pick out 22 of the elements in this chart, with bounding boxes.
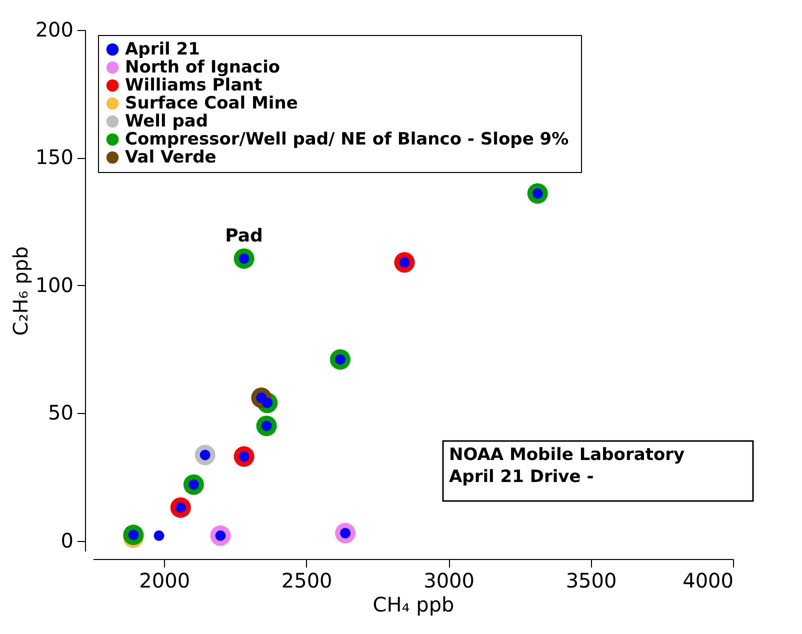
legend-label: Surface Coal Mine (125, 94, 298, 114)
y-tick-label: 200 (35, 18, 74, 42)
legend-label: Val Verde (125, 148, 216, 168)
y-tick-label: 0 (60, 528, 74, 552)
legend-label: April 21 (125, 40, 200, 60)
legend-label: Well pad (125, 112, 208, 132)
legend-label: Compressor/Well pad/ NE of Blanco - Slope 9% (125, 130, 569, 150)
y-tick-label: 100 (35, 272, 74, 297)
x-tick-label: 2500 (281, 568, 332, 592)
x-tick-label: 3000 (424, 568, 475, 592)
x-axis-title: CH₄ ppb (372, 592, 454, 616)
legend-label: Williams Plant (125, 76, 262, 96)
x-tick-label: 3500 (566, 568, 617, 592)
x-tick-label: 2000 (139, 568, 190, 592)
annotation: NOAA Mobile Laboratory April 21 Drive - (449, 445, 685, 487)
y-tick-label: 150 (35, 145, 74, 170)
x-tick-label: 4000 (682, 568, 734, 592)
annotation: Pad (225, 226, 263, 247)
y-axis-title: C₂H₆ ppb (8, 246, 32, 336)
y-tick-label: 50 (48, 400, 74, 425)
point (154, 530, 164, 541)
legend-label: North of Ignacio (125, 58, 280, 78)
